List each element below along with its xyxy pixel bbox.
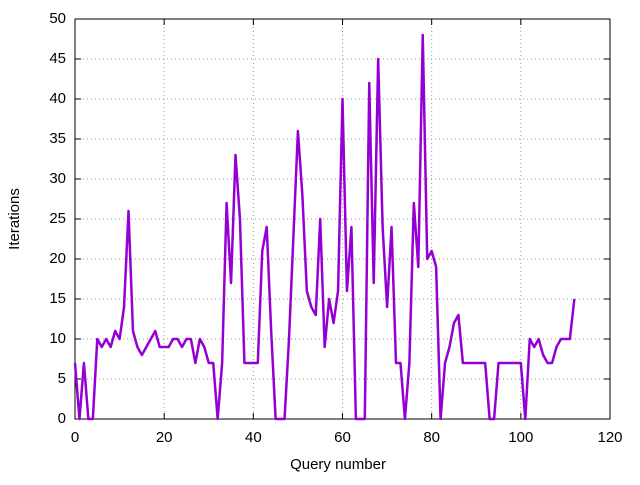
data-line <box>73 33 576 421</box>
y-tick-label: 15 <box>49 290 66 307</box>
x-tick-label: 100 <box>508 429 533 446</box>
y-tick-label: 20 <box>49 250 66 267</box>
x-tick-label: 0 <box>71 429 79 446</box>
y-tick-label: 5 <box>58 370 66 387</box>
y-tick-label: 35 <box>49 130 66 147</box>
y-tick-label: 0 <box>58 410 66 427</box>
x-axis-label: Query number <box>290 456 386 473</box>
y-axis-label: Iterations <box>6 188 23 250</box>
x-tick-label: 120 <box>597 429 622 446</box>
x-tick-label: 60 <box>334 429 351 446</box>
y-tick-label: 40 <box>49 90 66 107</box>
x-tick-label: 40 <box>245 429 262 446</box>
y-tick-label: 10 <box>49 330 66 347</box>
y-tick-label: 45 <box>49 50 66 67</box>
x-tick-label: 80 <box>423 429 440 446</box>
plot-border <box>74 18 611 420</box>
x-tick-label: 20 <box>156 429 173 446</box>
y-tick-label: 30 <box>49 170 66 187</box>
y-tick-label: 25 <box>49 210 66 227</box>
y-tick-label: 50 <box>49 10 66 27</box>
